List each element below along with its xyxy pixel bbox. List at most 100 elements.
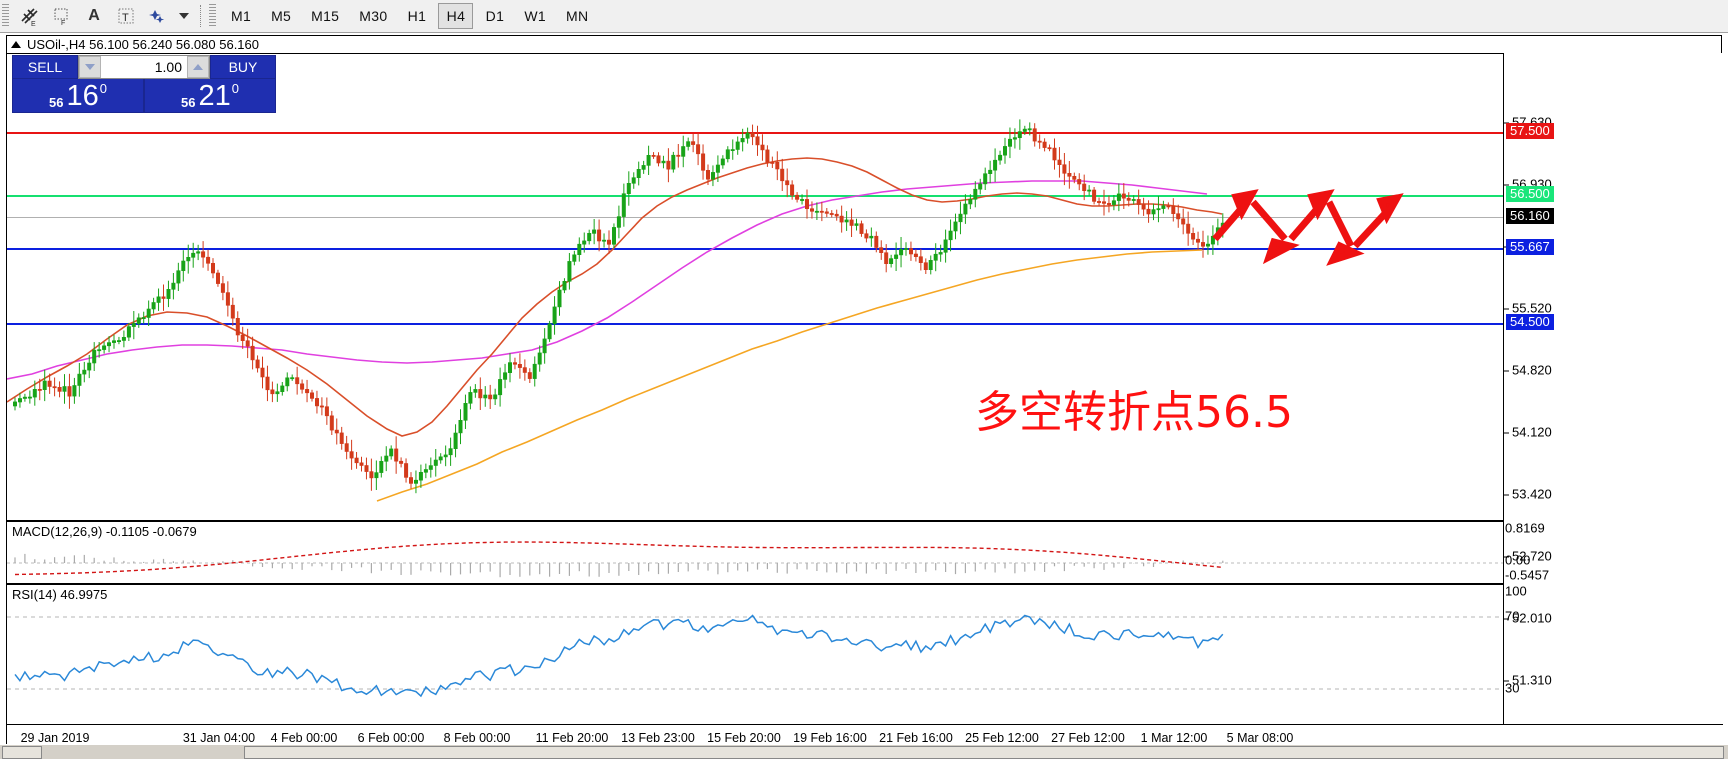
candle [275,383,280,402]
sell-button[interactable]: SELL [12,55,78,79]
price-tick: 52.720 [1504,549,1552,564]
text-label-icon[interactable]: T [110,1,142,31]
time-tick-label: 29 Jan 2019 [20,731,90,745]
text-tool-icon[interactable]: A [88,7,100,24]
candle [869,227,874,247]
candle [656,152,661,167]
candle [686,137,691,151]
candle [1067,161,1072,189]
candle [527,368,532,383]
buy-price[interactable]: 56 21 0 [144,79,276,113]
candle [943,229,948,263]
candle [433,449,438,477]
candle [730,139,735,160]
level-line[interactable] [7,248,1503,250]
candle [894,242,899,271]
candle [710,165,715,187]
candle [503,363,508,389]
objects-dropdown-icon[interactable] [174,1,194,31]
timeframe-mn[interactable]: MN [566,8,589,24]
candle [62,374,67,404]
timeframe-d1[interactable]: D1 [485,8,505,24]
candle [770,156,775,168]
time-tick-label: 13 Feb 23:00 [621,731,695,745]
timeframe-m5[interactable]: M5 [271,8,292,24]
candle [988,160,993,184]
svg-text:E: E [31,21,36,27]
candle [1092,187,1097,205]
price-tick: 54.820 [1504,363,1552,378]
candle [295,366,300,395]
price-pane[interactable]: 多空转折点56.5 [7,53,1503,520]
macd-pane[interactable]: MACD(12,26,9) -0.1105 -0.0679 [7,520,1503,583]
candle [166,280,171,308]
objects-icon[interactable] [142,1,174,31]
volume-decrease-button[interactable] [79,56,101,78]
level-line[interactable] [7,217,1503,218]
price-level-chip[interactable]: 57.500 [1506,123,1554,139]
indicator-tick: -0.5457 [1505,567,1550,583]
toolbar-grip-1[interactable] [2,4,9,28]
price-level-chip[interactable]: 54.500 [1506,314,1554,330]
candle [354,452,359,469]
rsi-label: RSI(14) 46.9975 [12,587,108,602]
level-line[interactable] [7,195,1503,197]
candle [1186,211,1191,246]
collapse-triangle-icon[interactable] [11,41,21,48]
candle [819,201,824,222]
candle [220,276,225,301]
one-click-trading-panel: SELL 1.00 BUY 56 16 0 56 21 0 [12,55,276,113]
candle [369,458,374,491]
sell-price-sup: 0 [99,81,107,96]
buy-price-base: 56 [181,95,196,110]
candle [1196,231,1201,250]
timeframe-m1[interactable]: M1 [231,8,252,24]
level-line[interactable] [7,132,1503,134]
candle [102,341,107,354]
candle [13,397,18,411]
timeframe-h4[interactable]: H4 [438,3,474,29]
taskbar-slot-1[interactable] [2,746,42,759]
indicators-icon[interactable]: E [14,1,46,31]
forecast-arrows [1212,189,1404,266]
candle [829,210,834,218]
timeframe-m15[interactable]: M15 [311,8,340,24]
candle [1156,196,1161,223]
candle [300,379,305,394]
price-level-chip[interactable]: 56.500 [1506,186,1554,202]
volume-stepper[interactable]: 1.00 [78,55,210,79]
timeframe-w1[interactable]: W1 [524,8,547,24]
buy-button[interactable]: BUY [210,55,276,79]
candle [453,424,458,458]
candle [309,389,314,402]
candle [606,230,611,254]
candle [933,243,938,272]
rsi-pane[interactable]: RSI(14) 46.9975 [7,583,1503,724]
candle [809,201,814,219]
toolbar-grip-2[interactable] [209,4,216,28]
level-line[interactable] [7,323,1503,325]
candle [824,208,829,218]
taskbar-slot-2[interactable] [244,746,1724,759]
macd-chart-svg [7,541,1503,578]
candle [899,237,904,268]
timeframe-h1[interactable]: H1 [407,8,427,24]
sell-price[interactable]: 56 16 0 [12,79,144,113]
svg-text:T: T [122,12,129,24]
candle [488,384,493,409]
candle [250,336,255,370]
timeframe-m30[interactable]: M30 [359,8,388,24]
price-level-chip[interactable]: 55.667 [1506,239,1554,255]
volume-input[interactable]: 1.00 [101,56,187,78]
price-axis[interactable]: 57.63056.93056.23055.52054.82054.12053.4… [1504,53,1722,724]
crosshair-f-icon[interactable]: F [46,1,78,31]
price-tick: 51.310 [1504,673,1552,688]
volume-increase-button[interactable] [187,56,209,78]
price-level-chip[interactable]: 56.160 [1506,208,1554,224]
candle [839,205,844,233]
candle [562,278,567,294]
candle [1012,128,1017,149]
candle [146,300,151,326]
candle [1017,119,1022,150]
candle [953,213,958,240]
